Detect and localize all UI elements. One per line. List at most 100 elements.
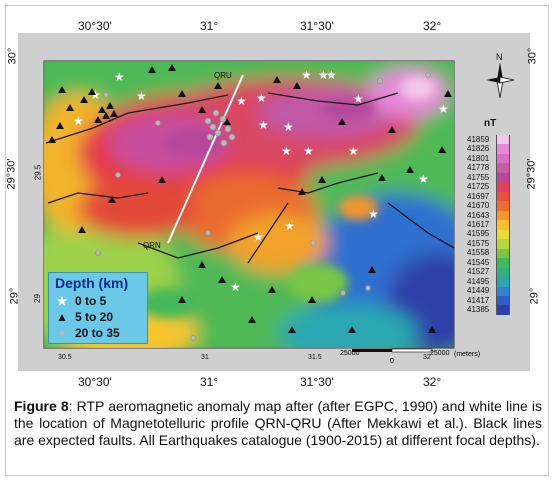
- colorbar-label: 41826: [467, 144, 490, 154]
- fault-line: [387, 202, 455, 249]
- fault-line: [137, 232, 259, 259]
- figure-caption: Figure 8: RTP aeromagnetic anomaly map a…: [14, 398, 542, 449]
- quake-shallow: ★: [418, 172, 429, 186]
- colorbar-label: 41755: [467, 172, 490, 182]
- colorbar-label: 41697: [467, 191, 490, 201]
- legend-label: 5 to 20: [75, 310, 114, 324]
- quake-shallow: ★: [318, 68, 329, 82]
- quake-shallow: ★: [136, 89, 147, 103]
- shallow-earthquakes: ★ ★ ★ ★ ★ ★ ★ ★ ★ ★ ★ ★ ★ ★ ★ ★ ★ ★ ★ ★ …: [73, 68, 449, 294]
- quake-shallow: ★: [236, 94, 247, 108]
- quake-shallow: ★: [368, 207, 379, 221]
- quake-shallow: ★: [281, 144, 292, 158]
- deep-earthquakes: [95, 72, 431, 341]
- colorbar-swatch: [496, 210, 510, 221]
- left-tick-2: 29.5: [33, 164, 43, 181]
- top-tick-1: 30°30': [78, 19, 112, 33]
- inner-tick-4: 32: [423, 354, 431, 361]
- quake-shallow: ★: [301, 68, 312, 82]
- colorbar-label: 41643: [467, 210, 490, 220]
- colorbar: [496, 135, 510, 315]
- legend-row-intermediate: ▲ 5 to 20: [55, 310, 113, 324]
- bottom-tick-3: 31°30': [300, 375, 334, 389]
- quake-shallow: ★: [256, 91, 267, 105]
- north-label: N: [496, 52, 503, 62]
- right-tick-1: 30°: [526, 47, 539, 65]
- colorbar-swatch: [496, 239, 510, 249]
- colorbar-label: 41449: [467, 286, 490, 296]
- colorbar-swatch: [496, 201, 510, 211]
- colorbar-label: 41385: [467, 305, 490, 315]
- colorbar-unit: nT: [484, 118, 497, 129]
- legend-row-deep: ● 20 to 35: [55, 326, 120, 340]
- quake-shallow: ★: [230, 280, 241, 294]
- legend-row-shallow: ★ 0 to 5: [55, 294, 107, 308]
- colorbar-swatch: [496, 135, 510, 145]
- colorbar-label: 41575: [467, 238, 490, 248]
- colorbar-label: 41527: [467, 267, 490, 277]
- bottom-tick-2: 31°: [200, 375, 219, 389]
- top-tick-3: 31°30': [300, 19, 334, 33]
- legend-title: Depth (km): [55, 275, 129, 291]
- colorbar-swatch: [496, 229, 510, 240]
- quake-shallow: ★: [326, 68, 337, 82]
- left-tick-4: 29°: [8, 287, 21, 305]
- colorbar-label: 41617: [467, 220, 490, 229]
- mt-profile-line: [167, 74, 244, 244]
- left-tick-1: 30°: [6, 47, 19, 65]
- right-tick-2: 29°30': [525, 158, 538, 190]
- scale-unit: (meters): [454, 351, 480, 358]
- scale-left: 25000: [340, 350, 360, 357]
- bottom-tick-1: 30°30': [78, 375, 112, 389]
- quake-shallow: ★: [283, 120, 294, 134]
- colorbar-swatch: [496, 305, 510, 315]
- colorbar-label: 41859: [467, 134, 490, 144]
- quake-shallow: ★: [73, 114, 84, 128]
- legend-label: 0 to 5: [75, 294, 107, 308]
- colorbar-swatch: [496, 295, 510, 306]
- quake-shallow: ★: [114, 70, 125, 84]
- quake-shallow: ★: [284, 219, 295, 233]
- inner-tick-2: 31: [201, 354, 209, 361]
- fault-line: [45, 94, 229, 144]
- triangle-icon: ▲: [56, 310, 68, 324]
- legend-label: 20 to 35: [75, 326, 120, 340]
- colorbar-label: 41725: [467, 182, 490, 192]
- caption-label: Figure 8: [14, 398, 69, 414]
- colorbar-swatch: [496, 182, 510, 192]
- fault-line: [47, 192, 149, 204]
- colorbar-swatch: [496, 220, 510, 230]
- scale-mid: 0: [390, 358, 394, 365]
- top-tick-2: 31°: [200, 19, 219, 33]
- quake-shallow: ★: [438, 102, 449, 116]
- fault-line: [247, 202, 289, 264]
- quake-shallow: ★: [353, 92, 364, 106]
- north-arrow-icon: N: [486, 52, 515, 99]
- scale-right: 25000: [430, 350, 450, 357]
- colorbar-swatch: [496, 144, 510, 154]
- colorbar-swatch: [496, 258, 510, 268]
- colorbar-label: 41595: [467, 229, 490, 239]
- colorbar-swatch: [496, 267, 510, 278]
- profile-label-north: QRU: [214, 71, 232, 80]
- scale-bar: 25000 0 25000 (meters): [340, 348, 480, 365]
- circle-icon: ●: [58, 326, 66, 340]
- quake-shallow: ★: [253, 230, 264, 244]
- colorbar-label: 41778: [467, 163, 490, 173]
- colorbar-swatch: [496, 191, 510, 202]
- inner-tick-1: 30.5: [58, 354, 72, 361]
- profile-label-south: QRN: [143, 241, 161, 250]
- quake-shallow: ★: [303, 144, 314, 158]
- top-tick-4: 32°: [423, 19, 442, 33]
- quake-shallow: ★: [258, 118, 269, 132]
- colorbar-label: 41545: [467, 257, 490, 267]
- caption-text: : RTP aeromagnetic anomaly map after (af…: [14, 398, 542, 448]
- quake-shallow: ★: [348, 144, 359, 158]
- bottom-tick-4: 32°: [423, 375, 442, 389]
- colorbar-label: 41801: [467, 153, 490, 163]
- fault-line: [277, 172, 379, 194]
- fault-lines: [45, 92, 455, 264]
- depth-legend: Depth (km) ★ 0 to 5 ▲ 5 to 20 ● 20 to 35: [48, 272, 148, 344]
- left-tick-3: 29°30': [5, 158, 18, 190]
- colorbar-label: 41558: [467, 248, 490, 258]
